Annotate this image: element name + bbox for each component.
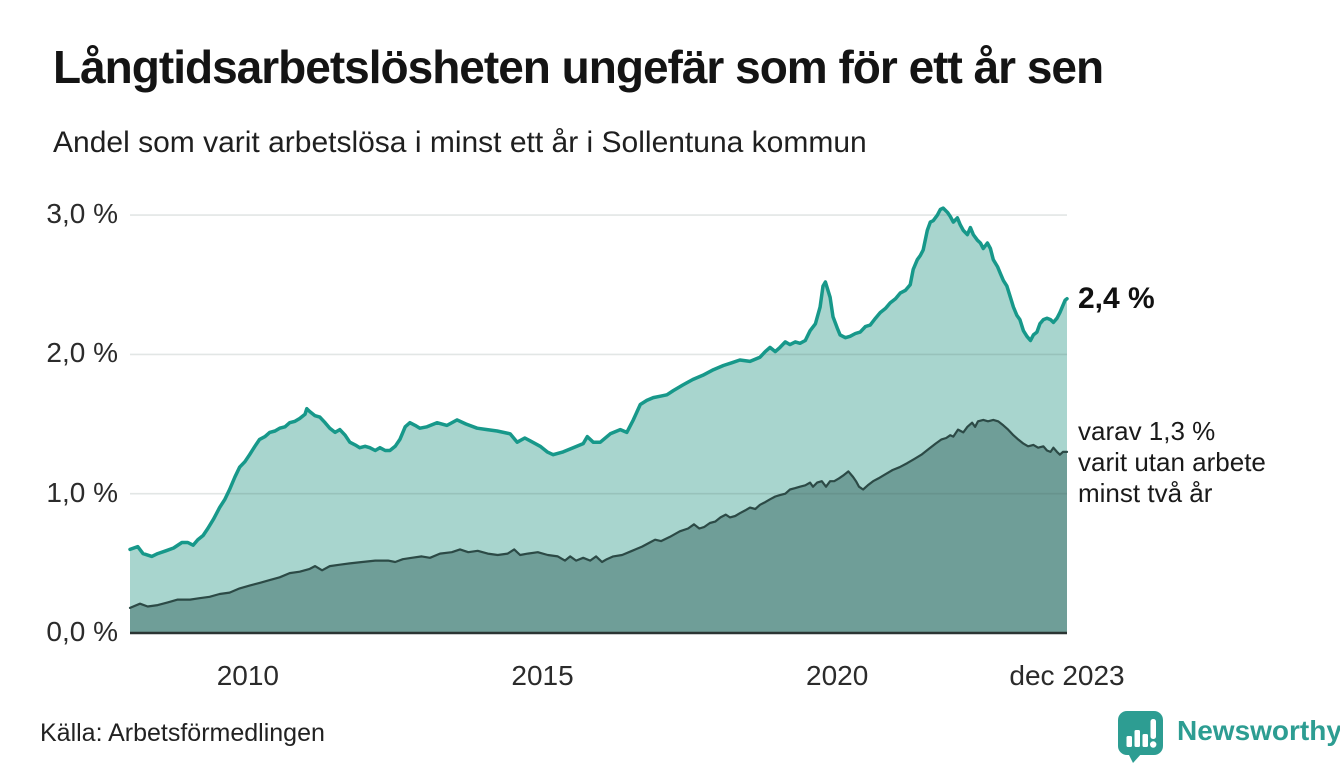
y-tick-label: 3,0 % [46, 198, 118, 230]
secondary-annotation: varav 1,3 % varit utan arbete minst två … [1078, 416, 1266, 509]
y-tick-label: 2,0 % [46, 337, 118, 369]
secondary-annotation-line1: varav 1,3 % [1078, 416, 1216, 446]
latest-value-annotation: 2,4 % [1078, 282, 1155, 315]
secondary-annotation-line3: minst två år [1078, 478, 1213, 508]
page-title: Långtidsarbetslösheten ungefär som för e… [53, 41, 1104, 93]
secondary-annotation-line2: varit utan arbete [1078, 447, 1266, 477]
y-tick-label: 1,0 % [46, 476, 118, 508]
newsworthy-logo: Newsworthy [1117, 710, 1340, 764]
x-tick-label: dec 2023 [1009, 660, 1125, 691]
x-tick-label: 2010 [216, 660, 280, 691]
newsworthy-logo-text: Newsworthy [1177, 715, 1340, 746]
x-tick-label: 2015 [511, 660, 574, 691]
area-fill-two-years [130, 419, 1067, 633]
source-credit: Källa: Arbetsförmedlingen [40, 719, 325, 747]
newsworthy-logo-icon [1118, 711, 1163, 763]
line-one-year [128, 206, 1069, 559]
line-two-years [128, 418, 1069, 609]
x-tick-label: 2020 [806, 660, 869, 691]
chart-subtitle: Andel som varit arbetslösa i minst ett å… [53, 126, 867, 159]
y-tick-label: 0,0 % [46, 616, 118, 647]
